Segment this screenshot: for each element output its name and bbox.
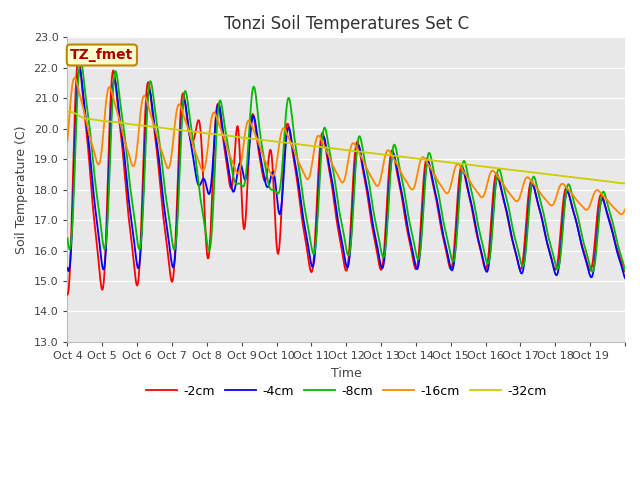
- -4cm: [260, 171, 268, 177]
- -8cm: [63, 235, 71, 241]
- -4cm: [621, 275, 629, 281]
- Line: -16cm: -16cm: [67, 78, 625, 214]
- -16cm: [130, 163, 138, 169]
- -4cm: [436, 212, 444, 218]
- -8cm: [130, 209, 138, 215]
- -8cm: [588, 269, 596, 275]
- Line: -32cm: -32cm: [67, 111, 625, 183]
- -8cm: [232, 181, 240, 187]
- -16cm: [621, 207, 629, 213]
- -16cm: [232, 168, 240, 174]
- Line: -4cm: -4cm: [67, 69, 625, 278]
- -2cm: [260, 176, 268, 182]
- X-axis label: Time: Time: [331, 367, 362, 380]
- -8cm: [436, 197, 444, 203]
- -4cm: [232, 179, 240, 185]
- -8cm: [260, 154, 268, 159]
- -2cm: [404, 233, 412, 239]
- -2cm: [621, 269, 629, 275]
- -4cm: [130, 234, 138, 240]
- -32cm: [259, 137, 267, 143]
- Title: Tonzi Soil Temperatures Set C: Tonzi Soil Temperatures Set C: [223, 15, 468, 33]
- Legend: -2cm, -4cm, -8cm, -16cm, -32cm: -2cm, -4cm, -8cm, -16cm, -32cm: [141, 380, 552, 403]
- -8cm: [404, 213, 412, 219]
- -32cm: [280, 140, 288, 145]
- -16cm: [281, 126, 289, 132]
- -8cm: [77, 58, 84, 64]
- -16cm: [436, 181, 444, 187]
- -4cm: [281, 155, 289, 160]
- -32cm: [435, 158, 443, 164]
- Text: TZ_fmet: TZ_fmet: [70, 48, 134, 62]
- -2cm: [74, 55, 82, 61]
- -32cm: [232, 134, 239, 140]
- -4cm: [404, 228, 412, 234]
- -16cm: [260, 155, 268, 160]
- -2cm: [281, 141, 289, 146]
- -32cm: [129, 121, 137, 127]
- Line: -2cm: -2cm: [67, 58, 625, 295]
- -32cm: [404, 155, 412, 160]
- -8cm: [281, 126, 289, 132]
- -32cm: [621, 180, 629, 186]
- -2cm: [436, 216, 444, 222]
- -2cm: [232, 132, 240, 137]
- Line: -8cm: -8cm: [67, 61, 625, 272]
- -16cm: [618, 211, 625, 217]
- -16cm: [404, 182, 412, 188]
- -4cm: [76, 66, 84, 72]
- -16cm: [63, 138, 71, 144]
- -8cm: [621, 267, 629, 273]
- -4cm: [63, 265, 71, 271]
- Y-axis label: Soil Temperature (C): Soil Temperature (C): [15, 125, 28, 254]
- -32cm: [63, 108, 71, 114]
- -16cm: [71, 75, 79, 81]
- -2cm: [63, 292, 71, 298]
- -2cm: [130, 258, 138, 264]
